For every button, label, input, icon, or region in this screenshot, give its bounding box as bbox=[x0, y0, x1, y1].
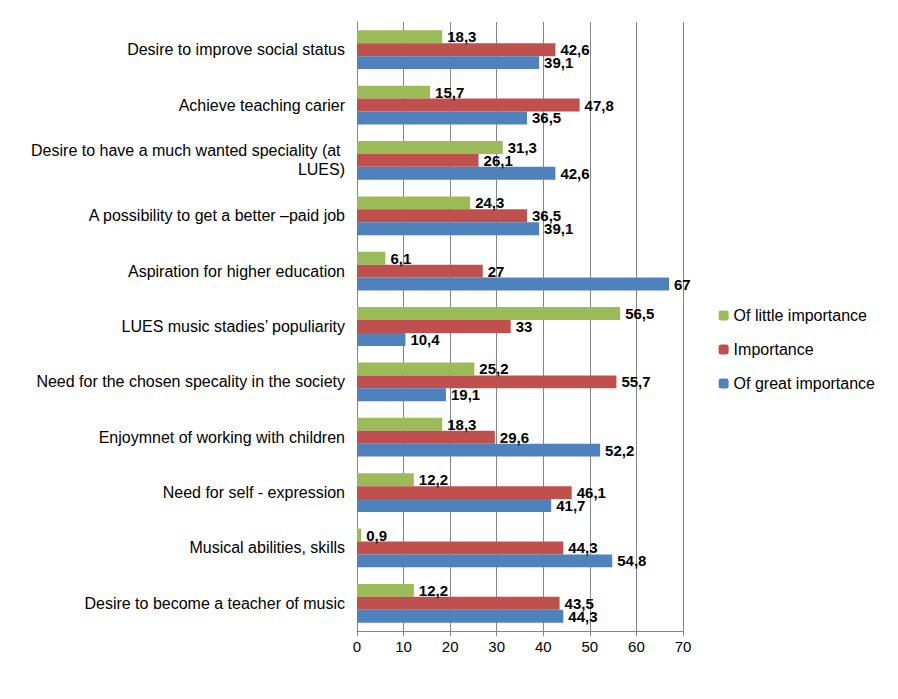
svg-text:55,7: 55,7 bbox=[621, 373, 650, 390]
svg-text:Aspiration for higher educatio: Aspiration for higher education bbox=[128, 263, 345, 280]
svg-text:26,1: 26,1 bbox=[484, 152, 513, 169]
svg-text:12,2: 12,2 bbox=[419, 471, 448, 488]
svg-text:52,2: 52,2 bbox=[605, 442, 634, 459]
svg-text:29,6: 29,6 bbox=[500, 429, 529, 446]
svg-text:31,3: 31,3 bbox=[507, 139, 537, 156]
svg-text:20: 20 bbox=[442, 638, 459, 655]
svg-text:LUES music stadies’ populiarit: LUES music stadies’ populiarity bbox=[122, 318, 346, 335]
svg-text:44,3: 44,3 bbox=[568, 539, 597, 556]
svg-text:42,6: 42,6 bbox=[560, 165, 589, 182]
svg-text:50: 50 bbox=[582, 638, 599, 655]
svg-text:24,3: 24,3 bbox=[475, 194, 504, 211]
svg-text:54,8: 54,8 bbox=[617, 552, 646, 569]
svg-text:Desire to have a much wanted s: Desire to have a much wanted speciality … bbox=[31, 142, 345, 159]
svg-text:Of great importance: Of great importance bbox=[734, 375, 876, 392]
svg-text:42,6: 42,6 bbox=[560, 41, 590, 59]
svg-text:Of little importance: Of little importance bbox=[734, 307, 867, 324]
svg-text:47,8: 47,8 bbox=[585, 97, 614, 114]
svg-text:60: 60 bbox=[628, 638, 645, 655]
svg-text:10: 10 bbox=[395, 638, 412, 655]
svg-text:Importance: Importance bbox=[734, 341, 814, 358]
svg-text:15,7: 15,7 bbox=[435, 84, 464, 101]
svg-text:40: 40 bbox=[535, 638, 552, 655]
svg-text:70: 70 bbox=[675, 638, 692, 655]
svg-text:Achieve teaching carier: Achieve teaching carier bbox=[179, 97, 346, 114]
svg-text:6,1: 6,1 bbox=[390, 250, 411, 267]
svg-text:25,2: 25,2 bbox=[479, 360, 508, 377]
svg-text:56,5: 56,5 bbox=[625, 305, 654, 322]
svg-text:Enjoymnet of working with chil: Enjoymnet of working with children bbox=[99, 429, 345, 446]
svg-text:33: 33 bbox=[516, 318, 533, 335]
svg-text:19,1: 19,1 bbox=[451, 386, 480, 403]
svg-text:39,1: 39,1 bbox=[544, 54, 573, 71]
svg-text:44,3: 44,3 bbox=[568, 608, 597, 625]
svg-text:Musical abilities, skills: Musical abilities, skills bbox=[189, 539, 345, 556]
svg-text:36,5: 36,5 bbox=[532, 109, 561, 126]
svg-text:43,5: 43,5 bbox=[564, 594, 594, 612]
svg-text:Need for self - expression: Need for self - expression bbox=[163, 484, 345, 501]
svg-text:A possibility to get a better: A possibility to get a better –paid job bbox=[89, 207, 345, 224]
svg-text:10,4: 10,4 bbox=[410, 331, 440, 348]
svg-text:Desire to improve social statu: Desire to improve social status bbox=[127, 41, 345, 58]
svg-text:36,5: 36,5 bbox=[532, 207, 562, 225]
svg-text:18,3: 18,3 bbox=[447, 416, 476, 433]
svg-text:41,7: 41,7 bbox=[556, 497, 585, 514]
svg-text:LUES): LUES) bbox=[298, 161, 345, 178]
svg-text:0,9: 0,9 bbox=[366, 527, 387, 544]
svg-text:0: 0 bbox=[353, 638, 361, 655]
svg-text:46,1: 46,1 bbox=[576, 484, 606, 502]
svg-text:30: 30 bbox=[488, 638, 505, 655]
svg-text:12,2: 12,2 bbox=[419, 582, 448, 599]
svg-text:27: 27 bbox=[488, 263, 505, 280]
svg-text:67: 67 bbox=[674, 276, 691, 293]
svg-text:Desire to become a teacher of: Desire to become a teacher of music bbox=[84, 595, 345, 612]
svg-text:Need for the chosen specality: Need for the chosen specality in the soc… bbox=[36, 373, 345, 390]
svg-text:18,3: 18,3 bbox=[447, 28, 476, 45]
svg-text:39,1: 39,1 bbox=[544, 220, 573, 237]
